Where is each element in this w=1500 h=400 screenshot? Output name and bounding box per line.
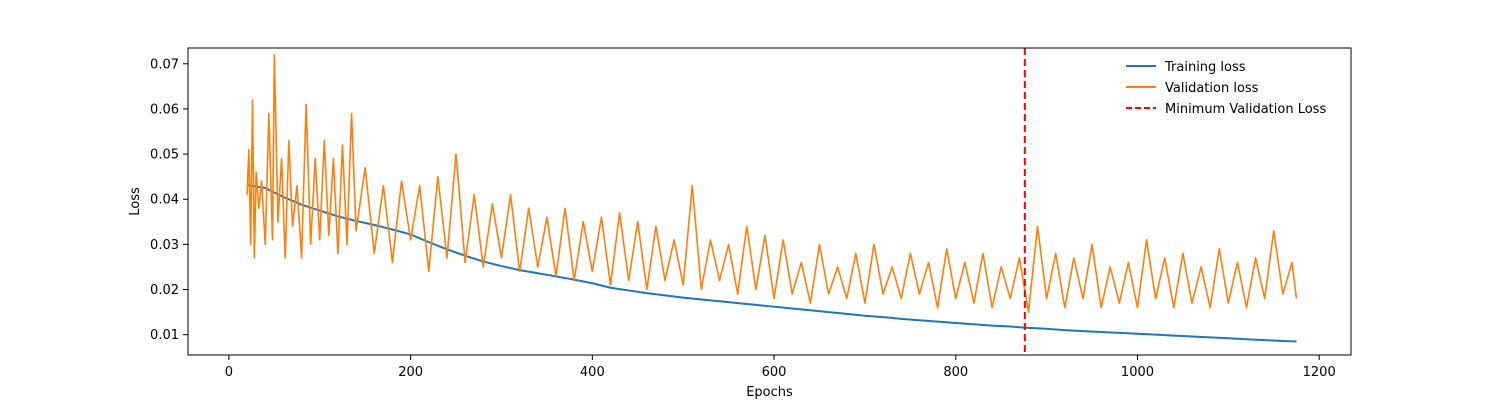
plot-area (246, 48, 1298, 355)
x-tick-label: 800 (943, 365, 968, 380)
y-tick-label: 0.07 (150, 57, 179, 72)
y-tick-label: 0.06 (150, 102, 179, 117)
y-axis-ticks: 0.01 0.02 0.03 0.04 0.05 0.06 0.07 (150, 57, 188, 343)
y-tick-label: 0.05 (150, 148, 179, 163)
legend-label: Training loss (1164, 60, 1246, 75)
x-tick-label: 1200 (1303, 365, 1336, 380)
legend: Training loss Validation loss Minimum Vali… (1126, 60, 1326, 117)
plot-frame (187, 47, 1352, 356)
x-tick-label: 200 (398, 365, 423, 380)
legend-label: Minimum Validation Loss (1165, 102, 1326, 117)
y-tick-label: 0.01 (150, 328, 179, 343)
x-tick-label: 1000 (1121, 365, 1154, 380)
x-tick-label: 600 (762, 365, 787, 380)
legend-label: Validation loss (1165, 81, 1259, 96)
x-tick-label: 0 (225, 365, 233, 380)
x-tick-label: 400 (580, 365, 605, 380)
y-axis-label: Loss (128, 187, 143, 216)
series-line-training-loss (246, 183, 1297, 343)
y-tick-label: 0.04 (150, 193, 179, 208)
y-tick-label: 0.03 (150, 238, 179, 253)
series-line-validation-loss (246, 53, 1298, 313)
x-axis-label: Epochs (746, 385, 793, 400)
y-tick-label: 0.02 (150, 283, 179, 298)
x-axis-ticks: 0 200 400 600 800 1000 1200 (225, 355, 1336, 380)
series-layer (246, 53, 1298, 343)
